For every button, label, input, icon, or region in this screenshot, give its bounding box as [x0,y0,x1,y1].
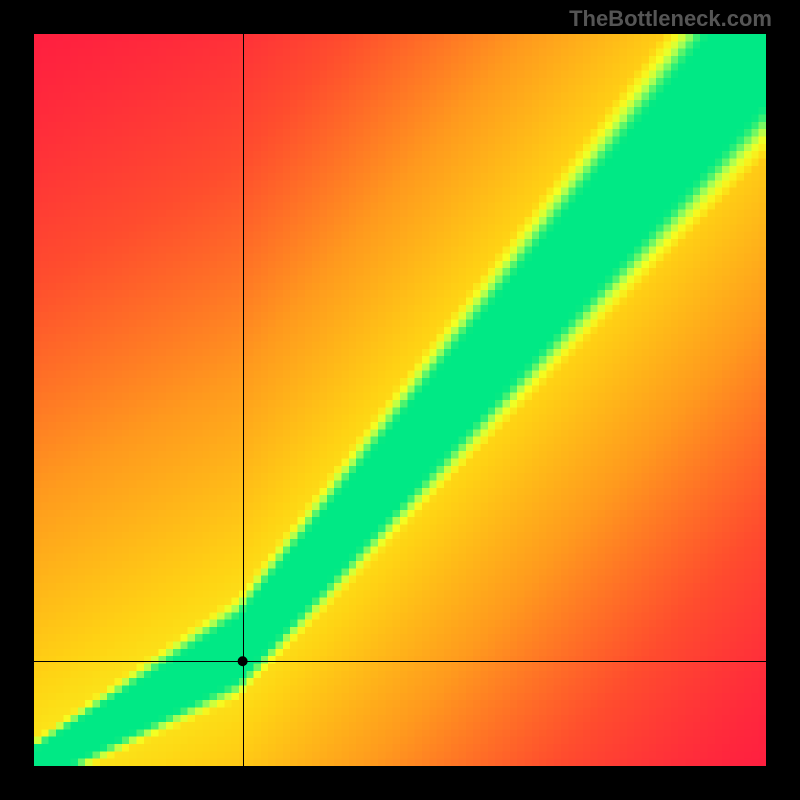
watermark-text: TheBottleneck.com [569,6,772,32]
plot-area [34,34,766,766]
overlay-canvas [34,34,766,766]
chart-container: TheBottleneck.com [0,0,800,800]
